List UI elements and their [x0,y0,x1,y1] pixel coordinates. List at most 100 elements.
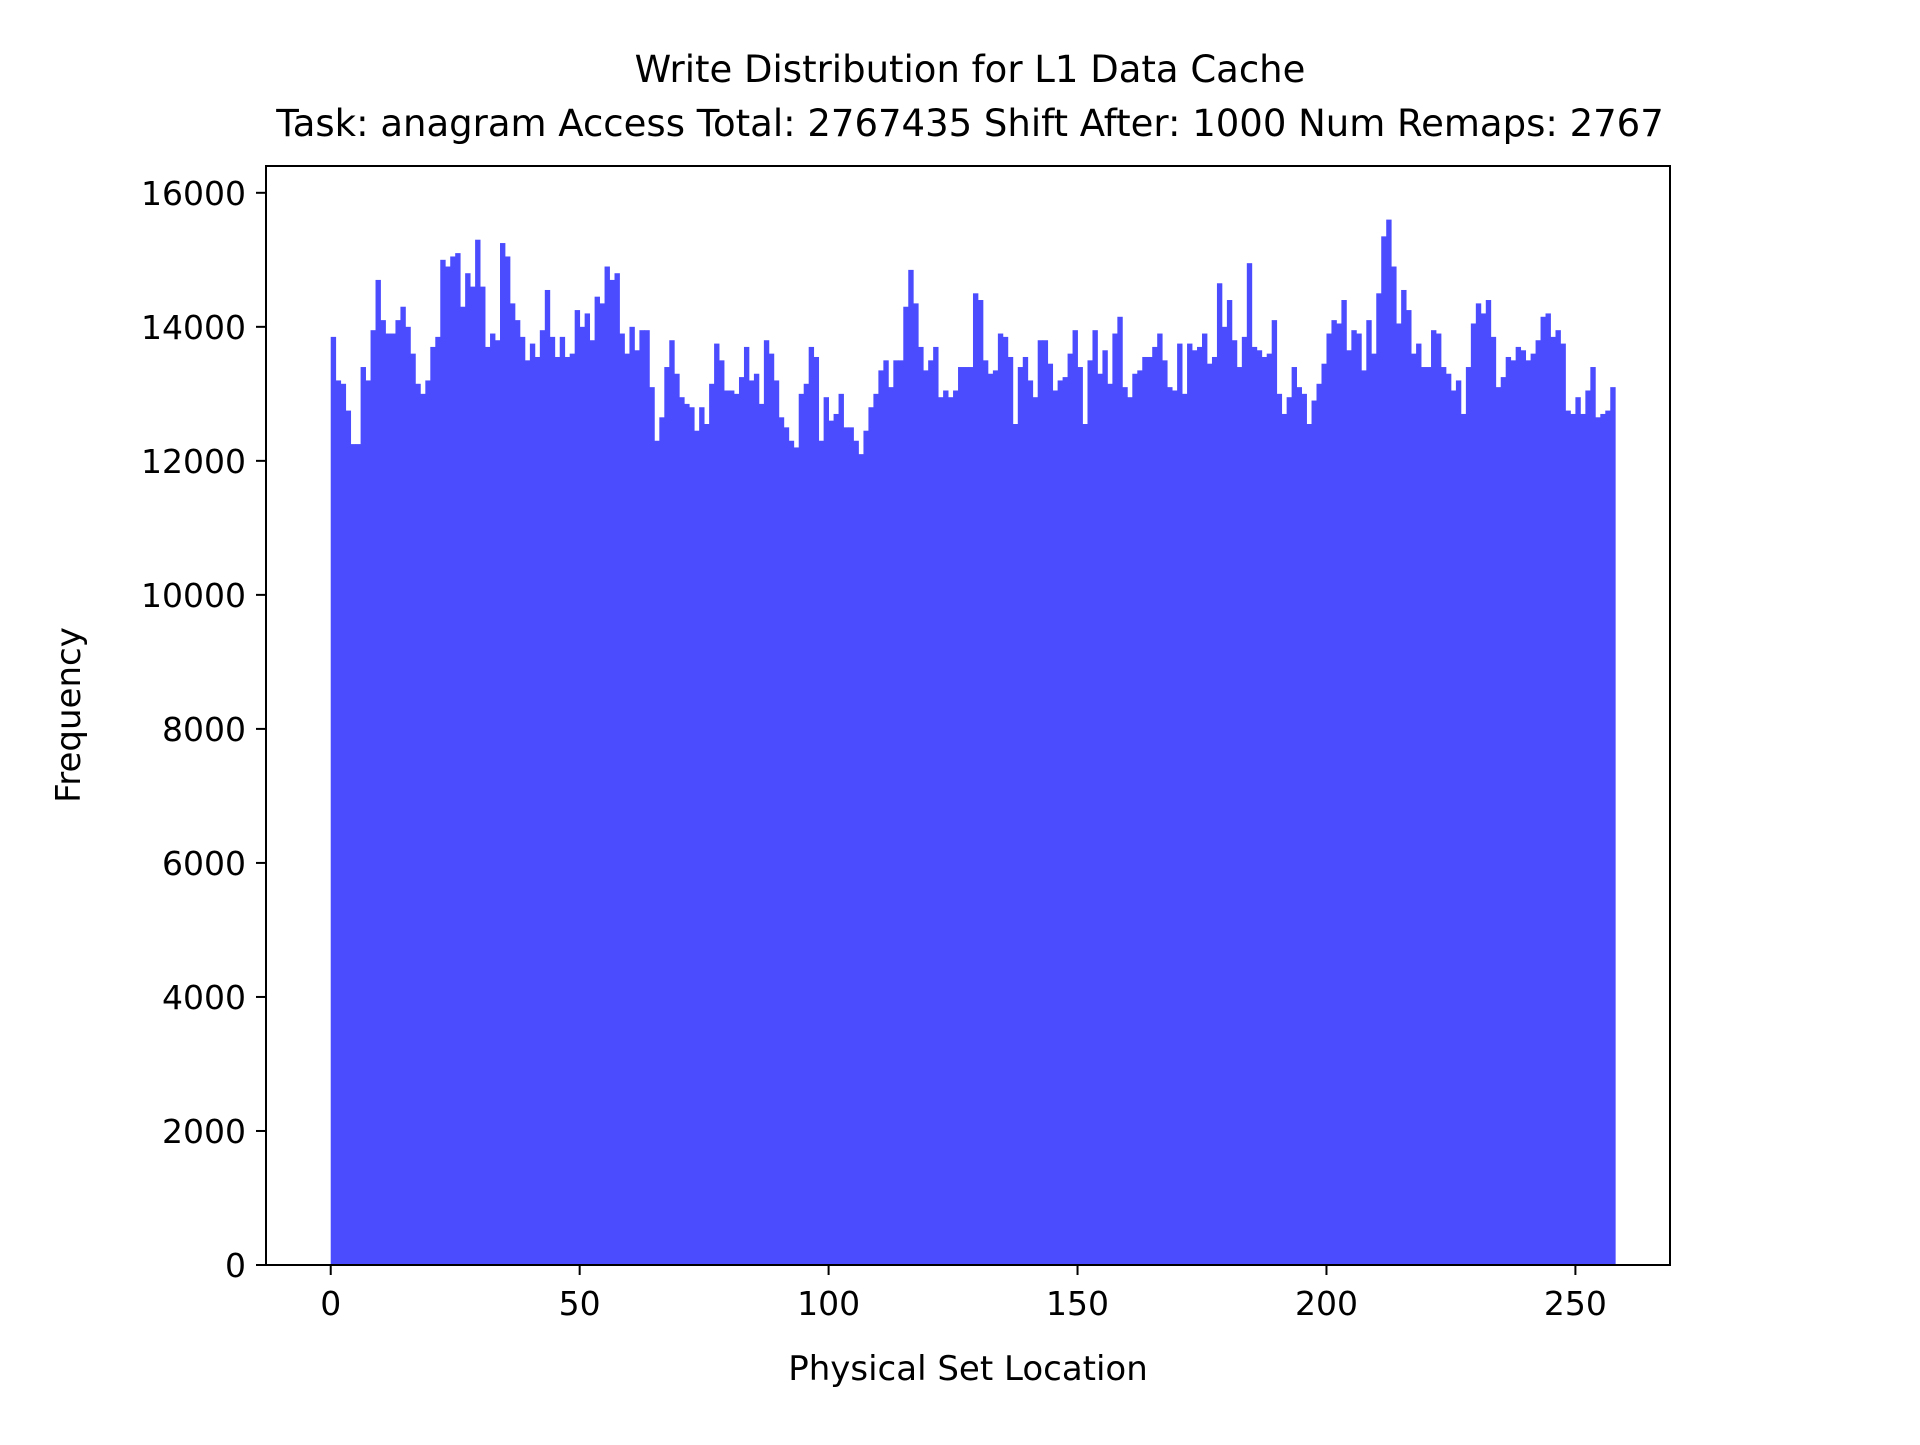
histogram-bar [579,326,586,1266]
histogram-bar [1426,367,1432,1265]
plot-frame [265,165,1671,1266]
histogram-bar [1311,400,1317,1265]
histogram-bar [385,333,391,1265]
histogram-bar [355,444,361,1266]
histogram-bar [1450,390,1457,1265]
histogram-bar [1261,356,1268,1266]
histogram-bar [714,343,720,1266]
histogram-bar [415,383,421,1265]
histogram-bar [1062,377,1068,1266]
histogram-bar [1162,360,1168,1266]
x-tick-label: 250 [1544,1284,1607,1323]
histogram-bar [664,367,670,1265]
histogram-bar [903,306,909,1266]
histogram-bar [1605,410,1611,1266]
histogram-bar [1281,413,1288,1265]
histogram-bar [1376,293,1382,1265]
histogram-bar [674,373,680,1265]
histogram-bar [1386,219,1392,1266]
histogram-bar [450,256,456,1266]
histogram-bar [1226,300,1233,1265]
histogram-bar [1087,360,1093,1266]
histogram-bar [843,427,849,1266]
histogram-bar [654,440,660,1265]
histogram-bar [828,420,834,1265]
histogram-bar [763,340,770,1266]
histogram-bar [1525,360,1531,1266]
histogram-bar [465,273,471,1266]
histogram-bar [888,387,894,1265]
histogram-bar [514,320,521,1265]
histogram-bar [1002,336,1009,1265]
histogram-bar [709,383,715,1265]
histogram-bar [644,330,650,1265]
chart-subtitle: Task: anagram Access Total: 2767435 Shif… [275,102,1663,145]
histogram-bar [574,310,581,1266]
histogram-bar [529,343,536,1266]
histogram-bar [1555,330,1561,1265]
histogram-bar [330,336,337,1265]
histogram-bar [704,424,710,1265]
histogram-bar [1600,413,1606,1265]
histogram-bar [833,413,839,1265]
histogram-bar [1500,377,1507,1266]
histogram-bar [1356,333,1362,1265]
histogram-bar [1530,353,1536,1265]
histogram-bar [1291,367,1297,1265]
histogram-bar [734,393,740,1266]
histogram-bar [953,390,959,1265]
histogram-bar [335,380,342,1265]
y-tick-label: 12000 [141,442,246,481]
histogram-bar [873,393,879,1266]
histogram-bar [1192,350,1198,1265]
histogram-bar [435,336,441,1265]
histogram-bar [1346,350,1352,1265]
histogram-bar [848,427,854,1266]
histogram-bar [1047,363,1054,1265]
histogram-bar [1197,346,1203,1265]
histogram-bar [599,303,605,1266]
histogram-bar [410,353,416,1265]
y-tick-label: 2000 [162,1112,246,1151]
histogram-bar [544,289,551,1266]
histogram-bar [883,360,889,1266]
histogram-bar [1455,380,1462,1265]
histogram-bar [445,266,451,1265]
histogram-bar [1520,350,1527,1265]
histogram-bar [1236,367,1243,1265]
histogram-bar [1306,424,1312,1265]
histogram-bar [470,286,476,1265]
histogram-bar [1147,356,1153,1266]
histogram-bar [1440,367,1447,1265]
histogram-bar [1251,346,1258,1265]
x-axis-label: Physical Set Location [788,1349,1148,1389]
histogram-bar [1097,373,1103,1265]
histogram-bar [1037,340,1044,1266]
histogram-bar [1396,323,1402,1266]
histogram-bar [1022,356,1029,1266]
histogram-bar [1381,236,1387,1266]
histogram-bar [1182,393,1188,1266]
histogram-bar [933,346,939,1265]
y-tick-label: 0 [225,1246,246,1285]
histogram-bar [569,353,576,1265]
histogram-bar [480,286,486,1265]
histogram-bar [1052,390,1059,1265]
histogram-bar [699,407,705,1265]
histogram-bar [684,403,690,1265]
histogram-bar [838,393,844,1266]
histogram-bar [1321,363,1327,1265]
histogram-bar [420,393,426,1266]
histogram-bar [1336,323,1342,1266]
y-tick-label: 10000 [141,576,246,615]
histogram-bar [1470,323,1477,1266]
histogram-bar [753,373,760,1265]
histogram-bar [365,380,371,1265]
histogram-bar [977,300,984,1265]
histogram-bars [330,219,1616,1266]
histogram-bar [495,340,501,1266]
histogram-bar [1560,343,1566,1266]
histogram-bar [604,266,610,1265]
histogram-bar [549,336,556,1265]
histogram-bar [992,370,999,1265]
